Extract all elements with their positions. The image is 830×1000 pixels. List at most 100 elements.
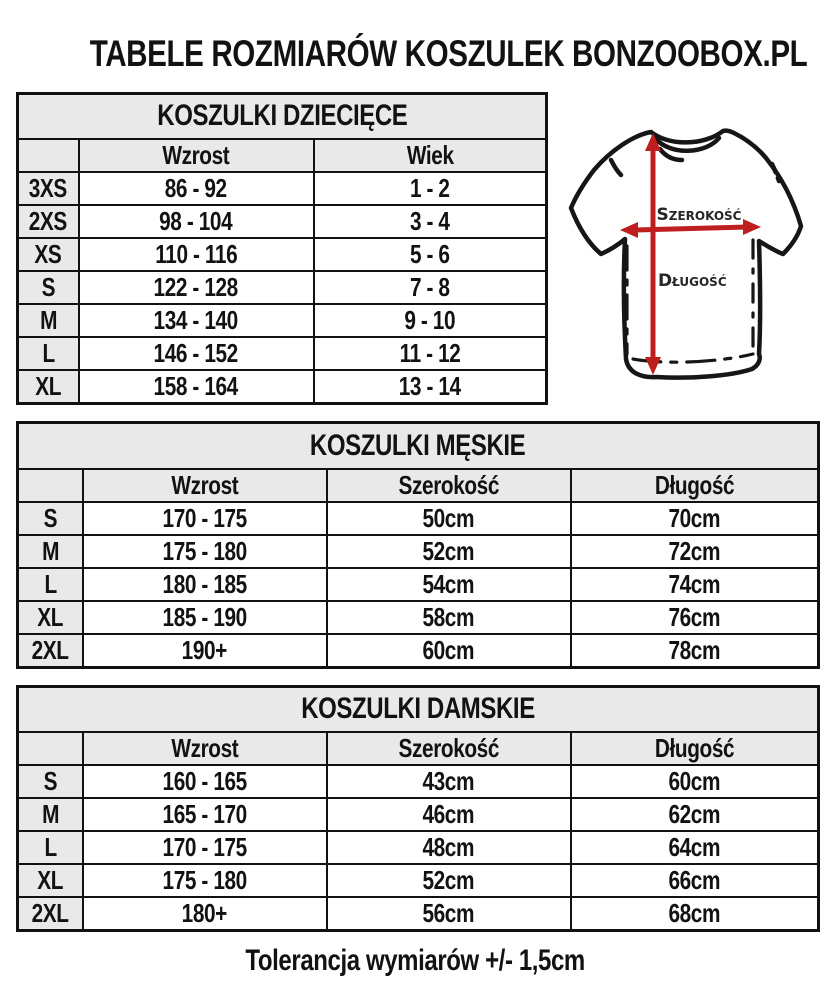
value-cell: 175 - 180 [81, 863, 328, 899]
collar-band [652, 135, 722, 153]
size-label-cell: L [16, 830, 84, 866]
value-cell: 60cm [325, 632, 572, 669]
column-header: Długość [569, 731, 820, 767]
value-cell: 180 - 185 [81, 566, 328, 602]
size-label-cell: S [16, 500, 84, 536]
value-cell: 170 - 175 [81, 500, 328, 536]
men-sizes-table: KOSZULKI MĘSKIE Wzrost Szerokość Długość S 17… [16, 421, 820, 669]
value-cell: 43cm [325, 764, 572, 800]
value-cell: 175 - 180 [81, 533, 328, 569]
table-row: M 165 - 170 46cm 62cm [16, 797, 820, 833]
value-cell: 7 - 8 [312, 270, 548, 306]
value-cell: 5 - 6 [312, 237, 548, 273]
size-label-cell: S [16, 270, 80, 306]
length-arrow-label: Długość [658, 271, 727, 291]
right-shoulder-notch [769, 161, 782, 184]
collar-inner-curve [657, 146, 685, 163]
size-label-cell: 2XS [16, 204, 80, 240]
table-row: M 134 - 140 9 - 10 [16, 303, 548, 339]
value-cell: 165 - 170 [81, 797, 328, 833]
left-shoulder-notch [608, 157, 624, 178]
page-title: TABELE ROZMIARÓW KOSZULEK BONZOOBOX.PL [0, 0, 830, 75]
column-header: Wzrost [81, 467, 328, 503]
value-cell: 190+ [81, 632, 328, 669]
value-cell: 56cm [325, 896, 572, 932]
size-label-cell: M [16, 797, 84, 833]
table-title: KOSZULKI DAMSKIE [16, 685, 820, 734]
value-cell: 122 - 128 [77, 270, 315, 306]
value-cell: 70cm [569, 500, 820, 536]
column-header [16, 138, 80, 174]
size-label-cell: S [16, 764, 84, 800]
value-cell: 13 - 14 [312, 369, 548, 405]
tshirt-seams [625, 238, 755, 364]
value-cell: 78cm [569, 632, 820, 669]
column-header: Długość [569, 467, 820, 503]
value-cell: 146 - 152 [77, 336, 315, 372]
hem-stitch [631, 352, 755, 364]
table-title-row: KOSZULKI DAMSKIE [16, 685, 820, 734]
column-header: Wzrost [81, 731, 328, 767]
table-row: L 180 - 185 54cm 74cm [16, 566, 820, 602]
table-header-row: Wzrost Szerokość Długość [16, 731, 820, 767]
table-row: 2XL 190+ 60cm 78cm [16, 632, 820, 669]
column-header [16, 731, 84, 767]
value-cell: 158 - 164 [77, 369, 315, 405]
table-row: 2XS 98 - 104 3 - 4 [16, 204, 548, 240]
value-cell: 110 - 116 [77, 237, 315, 273]
value-cell: 76cm [569, 599, 820, 635]
column-header: Szerokość [325, 731, 572, 767]
size-label-cell: L [16, 336, 80, 372]
length-arrow-head-bottom [645, 357, 661, 375]
value-cell: 98 - 104 [77, 204, 315, 240]
value-cell: 50cm [325, 500, 572, 536]
table-row: 2XL 180+ 56cm 68cm [16, 896, 820, 932]
width-arrow-head-right [743, 219, 761, 235]
tolerance-note-text: Tolerancja wymiarów +/- 1,5cm [245, 944, 585, 978]
value-cell: 52cm [325, 863, 572, 899]
width-arrow-label: Szerokość [657, 205, 742, 225]
children-sizes-table: KOSZULKI DZIECIĘCE Wzrost Wiek 3XS 86 - 92 1 … [16, 91, 549, 406]
size-label-cell: 3XS [16, 171, 80, 207]
table-row: XL 185 - 190 58cm 76cm [16, 599, 820, 635]
value-cell: 134 - 140 [77, 303, 315, 339]
tshirt-diagram-svg: Szerokość Długość [568, 128, 804, 380]
size-label-cell: XL [16, 599, 84, 635]
value-cell: 1 - 2 [312, 171, 548, 207]
table-row: L 170 - 175 48cm 64cm [16, 830, 820, 866]
column-header: Wzrost [77, 138, 315, 174]
table-title: KOSZULKI DZIECIĘCE [16, 92, 548, 141]
value-cell: 66cm [569, 863, 820, 899]
table-row: XL 158 - 164 13 - 14 [16, 369, 548, 405]
table-title-row: KOSZULKI MĘSKIE [16, 421, 820, 470]
size-label-cell: XS [16, 237, 80, 273]
value-cell: 60cm [569, 764, 820, 800]
table-row: S 122 - 128 7 - 8 [16, 270, 548, 306]
value-cell: 58cm [325, 599, 572, 635]
width-arrow-head-left [620, 222, 638, 238]
size-label-cell: L [16, 566, 84, 602]
page-title-text: TABELE ROZMIARÓW KOSZULEK BONZOOBOX.PL [89, 33, 808, 74]
size-label-cell: 2XL [16, 896, 84, 932]
value-cell: 180+ [81, 896, 328, 932]
value-cell: 52cm [325, 533, 572, 569]
value-cell: 185 - 190 [81, 599, 328, 635]
value-cell: 62cm [569, 797, 820, 833]
table-title-row: KOSZULKI DZIECIĘCE [16, 92, 548, 141]
column-header: Szerokość [325, 467, 572, 503]
table-title: KOSZULKI MĘSKIE [16, 421, 820, 470]
value-cell: 74cm [569, 566, 820, 602]
value-cell: 46cm [325, 797, 572, 833]
size-label-cell: XL [16, 863, 84, 899]
value-cell: 11 - 12 [312, 336, 548, 372]
value-cell: 3 - 4 [312, 204, 548, 240]
table-header-row: Wzrost Wiek [16, 138, 548, 174]
width-arrow-line [632, 224, 749, 233]
table-row: 3XS 86 - 92 1 - 2 [16, 171, 548, 207]
table-header-row: Wzrost Szerokość Długość [16, 467, 820, 503]
table-row: S 160 - 165 43cm 60cm [16, 764, 820, 800]
top-section: KOSZULKI DZIECIĘCE Wzrost Wiek 3XS 86 - 92 1 … [16, 91, 830, 406]
value-cell: 54cm [325, 566, 572, 602]
size-label-cell: XL [16, 369, 80, 405]
